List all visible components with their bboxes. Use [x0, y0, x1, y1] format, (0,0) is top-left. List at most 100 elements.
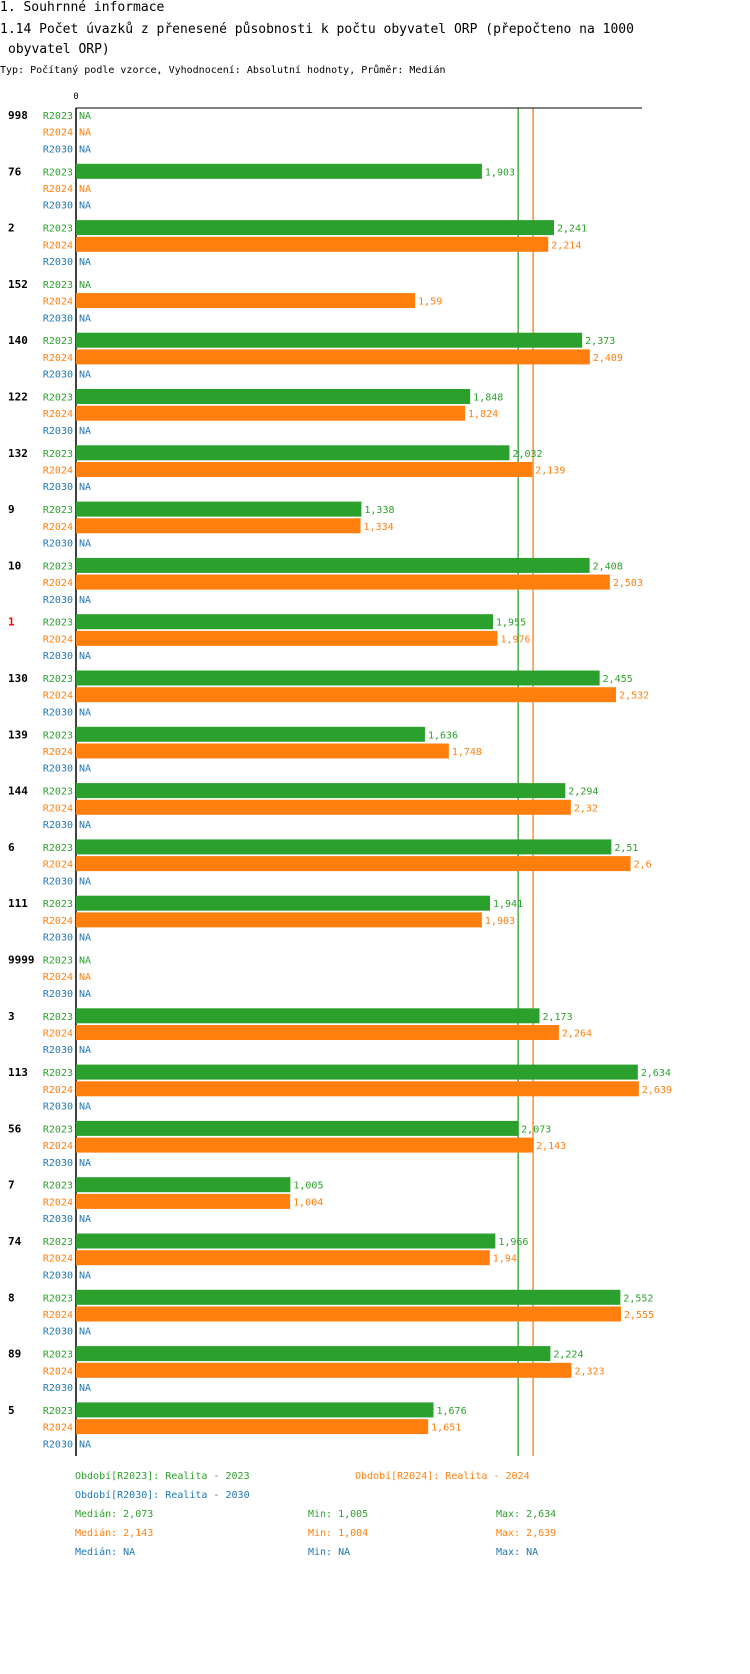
- group-label-56: 56: [8, 1122, 22, 1135]
- series-label-r2024: R2024: [43, 578, 73, 589]
- value-label-r2023: 2,408: [593, 561, 623, 572]
- na-label-r2030: NA: [79, 1327, 91, 1338]
- series-label-r2024: R2024: [43, 240, 73, 251]
- series-label-r2030: R2030: [43, 1102, 73, 1113]
- series-label-r2024: R2024: [43, 916, 73, 927]
- group-label-144: 144: [8, 785, 28, 798]
- bar-152-r2024: [76, 293, 416, 309]
- value-label-r2023: 1,636: [428, 730, 458, 741]
- na-label-r2024: NA: [79, 128, 91, 139]
- value-label-r2024: 2,6: [634, 860, 652, 871]
- legend-max-r2024: Max: 2,639: [496, 1528, 557, 1539]
- value-label-r2023: 2,032: [512, 449, 542, 460]
- value-label-r2023: 2,373: [585, 336, 615, 347]
- value-label-r2024: 1,903: [485, 916, 515, 927]
- legend-period-r2023: Období[R2023]: Realita - 2023: [75, 1471, 250, 1482]
- bar-89-r2023: [76, 1346, 551, 1362]
- value-label-r2023: 1,955: [496, 618, 526, 629]
- series-label-r2024: R2024: [43, 297, 73, 308]
- value-label-r2024: 1,94: [493, 1254, 517, 1265]
- series-label-r2030: R2030: [43, 820, 73, 831]
- series-label-r2024: R2024: [43, 184, 73, 195]
- chart-title: 1.14 Počet úvazků z přenesené působnosti…: [0, 20, 735, 60]
- bar-3-r2023: [76, 1008, 540, 1024]
- value-label-r2023: 2,173: [543, 1012, 573, 1023]
- series-label-r2030: R2030: [43, 201, 73, 212]
- series-label-r2023: R2023: [43, 167, 73, 178]
- na-label-r2030: NA: [79, 933, 91, 944]
- x-tick-label: 0: [73, 92, 78, 102]
- group-label-9999: 9999: [8, 954, 35, 967]
- group-label-1: 1: [8, 616, 15, 629]
- series-label-r2024: R2024: [43, 1310, 73, 1321]
- group-label-10: 10: [8, 559, 21, 572]
- series-label-r2030: R2030: [43, 933, 73, 944]
- value-label-r2024: 1,824: [468, 409, 498, 420]
- group-label-152: 152: [8, 278, 28, 291]
- series-label-r2023: R2023: [43, 843, 73, 854]
- series-label-r2024: R2024: [43, 1197, 73, 1208]
- value-label-r2023: 1,676: [436, 1406, 466, 1417]
- na-label-r2030: NA: [79, 1102, 91, 1113]
- value-label-r2024: 2,143: [536, 1141, 566, 1152]
- value-label-r2024: 2,214: [551, 240, 581, 251]
- na-label-r2030: NA: [79, 820, 91, 831]
- bar-1-r2023: [76, 614, 494, 630]
- series-label-r2023: R2023: [43, 730, 73, 741]
- value-label-r2024: 2,409: [593, 353, 623, 364]
- na-label-r2030: NA: [79, 707, 91, 718]
- bar-76-r2023: [76, 163, 482, 179]
- series-label-r2024: R2024: [43, 409, 73, 420]
- bar-2-r2023: [76, 220, 555, 236]
- value-label-r2024: 2,323: [574, 1366, 604, 1377]
- series-label-r2023: R2023: [43, 1068, 73, 1079]
- value-label-r2023: 2,552: [623, 1293, 653, 1304]
- series-label-r2023: R2023: [43, 224, 73, 235]
- group-label-132: 132: [8, 447, 28, 460]
- value-label-r2024: 2,264: [562, 1029, 592, 1040]
- bar-132-r2023: [76, 445, 510, 461]
- series-label-r2030: R2030: [43, 1045, 73, 1056]
- series-label-r2023: R2023: [43, 674, 73, 685]
- bar-111-r2024: [76, 912, 482, 928]
- series-label-r2023: R2023: [43, 449, 73, 460]
- na-label-r2023: NA: [79, 280, 91, 291]
- na-label-r2030: NA: [79, 426, 91, 437]
- value-label-r2023: 1,941: [493, 899, 523, 910]
- legend-median-r2023: Medián: 2,073: [75, 1509, 154, 1520]
- series-label-r2030: R2030: [43, 1158, 73, 1169]
- series-label-r2023: R2023: [43, 1293, 73, 1304]
- value-label-r2024: 1,004: [293, 1197, 323, 1208]
- group-label-7: 7: [8, 1179, 15, 1192]
- bar-122-r2024: [76, 405, 466, 421]
- series-label-r2023: R2023: [43, 956, 73, 967]
- value-label-r2024: 1,59: [418, 297, 442, 308]
- bar-130-r2023: [76, 670, 600, 686]
- group-label-998: 998: [8, 109, 28, 122]
- group-label-5: 5: [8, 1404, 15, 1417]
- na-label-r2030: NA: [79, 1045, 91, 1056]
- series-label-r2030: R2030: [43, 595, 73, 606]
- series-label-r2023: R2023: [43, 111, 73, 122]
- na-label-r2030: NA: [79, 313, 91, 324]
- series-label-r2030: R2030: [43, 257, 73, 268]
- legend-max-r2023: Max: 2,634: [496, 1509, 557, 1520]
- bar-9-r2024: [76, 518, 361, 534]
- value-label-r2024: 2,532: [619, 691, 649, 702]
- legend-min-r2024: Min: 1,004: [308, 1528, 369, 1539]
- bar-8-r2023: [76, 1289, 621, 1305]
- bar-144-r2024: [76, 799, 571, 815]
- value-label-r2024: 2,32: [574, 803, 598, 814]
- bar-10-r2024: [76, 574, 610, 590]
- na-label-r2024: NA: [79, 972, 91, 983]
- bar-56-r2024: [76, 1137, 534, 1153]
- legend-median-r2024: Medián: 2,143: [75, 1528, 154, 1539]
- value-label-r2023: 2,455: [603, 674, 633, 685]
- na-label-r2023: NA: [79, 111, 91, 122]
- legend-max-r2030: Max: NA: [496, 1547, 539, 1558]
- legend-median-r2030: Medián: NA: [75, 1547, 136, 1558]
- bar-130-r2024: [76, 687, 617, 703]
- bar-140-r2024: [76, 349, 590, 365]
- bar-132-r2024: [76, 462, 533, 477]
- series-label-r2023: R2023: [43, 618, 73, 629]
